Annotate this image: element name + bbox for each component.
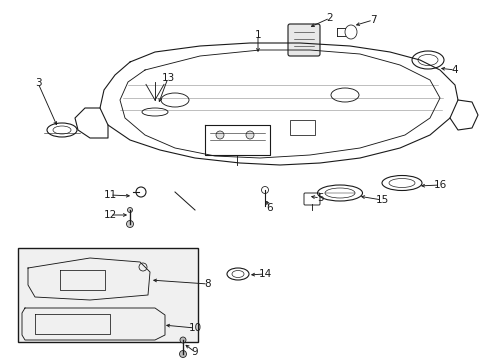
Text: 7: 7 [369,15,376,25]
Ellipse shape [180,337,185,343]
Ellipse shape [179,351,186,357]
Text: 13: 13 [161,73,174,83]
Ellipse shape [127,207,132,212]
Text: 15: 15 [375,195,388,205]
Text: 8: 8 [204,279,211,289]
Text: 4: 4 [451,65,457,75]
Text: 10: 10 [188,323,201,333]
Text: 16: 16 [432,180,446,190]
Text: 3: 3 [35,78,41,88]
Text: 12: 12 [103,210,116,220]
FancyBboxPatch shape [287,24,319,56]
Text: 11: 11 [103,190,116,200]
Text: 5: 5 [316,193,323,203]
Ellipse shape [216,131,224,139]
Text: 1: 1 [254,30,261,40]
Text: 2: 2 [326,13,333,23]
Text: 6: 6 [266,203,273,213]
FancyBboxPatch shape [18,248,198,342]
Ellipse shape [245,131,253,139]
Text: 14: 14 [258,269,271,279]
Ellipse shape [126,220,133,228]
Text: 9: 9 [191,347,198,357]
